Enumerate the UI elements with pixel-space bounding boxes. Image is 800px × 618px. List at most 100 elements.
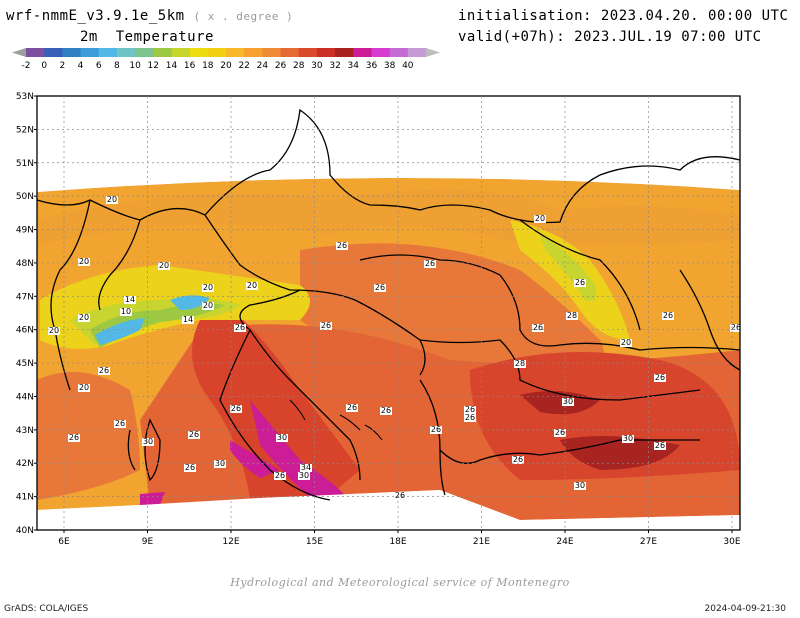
contour-label: 34 — [301, 463, 311, 472]
contour-label: 14 — [125, 295, 135, 304]
colorbar-tick-label: 38 — [384, 61, 396, 71]
colorbar-swatch — [153, 48, 172, 57]
contour-label: 26 — [555, 428, 565, 437]
contour-label: 26 — [185, 463, 195, 472]
contour-label: 28 — [515, 359, 525, 368]
lat-label: 42N — [16, 459, 34, 469]
contour-label: 26 — [465, 413, 475, 422]
contour-label-bg — [424, 260, 436, 268]
contour-label-bg — [274, 472, 286, 480]
model-suffix: ( x . degree ) — [193, 10, 294, 23]
colorbar-tick-label: 26 — [275, 61, 287, 71]
lat-label: 46N — [16, 326, 34, 336]
contour-label: 20 — [247, 281, 257, 290]
contour-label-bg — [562, 398, 574, 406]
contour-label-bg — [246, 282, 258, 290]
contour-label-bg — [336, 242, 348, 250]
contour-label-bg — [78, 314, 90, 322]
colorbar-swatch — [80, 48, 100, 57]
contour-label-bg — [574, 482, 586, 490]
contour-label-bg — [202, 284, 214, 292]
contour-label-bg — [464, 406, 476, 414]
colorbar-tick-label: 32 — [329, 61, 340, 71]
lat-label: 52N — [16, 125, 34, 135]
colorbar-tick-label: -2 — [22, 61, 31, 71]
contour-label: 30 — [575, 481, 585, 490]
contour-label: 26 — [655, 441, 665, 450]
contour-label-bg — [106, 196, 118, 204]
contour-label: 26 — [235, 323, 245, 332]
valid-value: 2023.JUL.19 07:00 UTC — [574, 29, 762, 45]
contour-label-bg — [430, 426, 442, 434]
footer-grads: GrADS: COLA/IGES — [4, 604, 89, 614]
lat-label: 43N — [16, 426, 34, 436]
initialisation-time: initialisation: 2023.04.20. 00:00 UTC — [458, 8, 788, 24]
contour-label: 26 — [321, 321, 331, 330]
colorbar-swatch — [207, 48, 227, 57]
init-value: 2023.04.20. 00:00 UTC — [600, 8, 789, 24]
contour-label: 26 — [189, 430, 199, 439]
contour-label-bg — [78, 384, 90, 392]
colorbar-tick-label: 10 — [129, 61, 141, 71]
colorbar-tick-label: 12 — [148, 61, 159, 71]
contour-label-bg — [380, 407, 392, 415]
colorbar-tick-label: 20 — [220, 61, 232, 71]
colorbar-tick-label: 0 — [41, 61, 47, 71]
colorbar-under-arrow — [12, 48, 26, 57]
contour-label-bg — [374, 284, 386, 292]
colorbar-swatch — [371, 48, 391, 57]
contour-label-bg — [730, 324, 742, 332]
lon-label: 12E — [222, 537, 239, 547]
colorbar-swatch — [135, 48, 154, 57]
lat-label: 41N — [16, 493, 34, 503]
colorbar-tick-label: 22 — [238, 61, 249, 71]
colorbar-swatch — [171, 48, 191, 57]
contour-label: 20 — [159, 261, 169, 270]
contour-label-bg — [534, 215, 546, 223]
contour-label: 28 — [567, 311, 577, 320]
contour-label-bg — [120, 308, 132, 316]
contour-label: 26 — [231, 404, 241, 413]
lon-label: 30E — [723, 537, 740, 547]
contour-label-bg — [68, 434, 80, 442]
latitude-axis: 53N 52N 51N 50N 49N 48N 47N 46N 45N 44N 43N 42N 41N 4… — [16, 92, 37, 536]
contour-label: 26 — [381, 406, 391, 415]
colorbar-tick-label: 4 — [78, 61, 84, 71]
lon-label: 21E — [473, 537, 490, 547]
contour-label-bg — [214, 460, 226, 468]
colorbar-tick-label: 40 — [402, 61, 414, 71]
colorbar-swatch — [335, 48, 354, 57]
contour-label-bg — [464, 414, 476, 422]
colorbar-swatch — [44, 48, 63, 57]
colorbar-swatch — [189, 48, 209, 57]
lat-label: 44N — [16, 392, 34, 402]
contour-label: 20 — [79, 313, 89, 322]
contour-label: 30 — [299, 471, 309, 480]
colorbar-tick-label: 30 — [311, 61, 323, 71]
contour-label: 20 — [49, 326, 59, 335]
colorbar-swatch — [116, 48, 136, 57]
contour-label-bg — [276, 434, 288, 442]
contour-label-bg — [654, 374, 666, 382]
colorbar-swatch — [298, 48, 318, 57]
lat-lon-grid — [37, 96, 740, 530]
contour-label: 26 — [375, 283, 385, 292]
lon-label: 9E — [142, 537, 154, 547]
contour-label-bg — [554, 429, 566, 437]
longitude-axis: 6E 9E 12E 15E 18E 21E 24E 27E 30E — [58, 530, 741, 547]
colorbar-swatch — [226, 48, 245, 57]
contour-label-bg — [298, 472, 310, 480]
lat-label: 53N — [16, 92, 34, 102]
colorbar-swatch — [407, 48, 427, 57]
contour-label: 26 — [347, 403, 357, 412]
lat-label: 50N — [16, 192, 34, 202]
contour-label-bg — [124, 296, 136, 304]
colorbar-tick-label: 8 — [114, 61, 120, 71]
colorbar-swatch — [389, 48, 409, 57]
colorbar-tick-label: 18 — [202, 61, 214, 71]
coastal-islands — [289, 399, 383, 441]
contour-label: 30 — [215, 459, 225, 468]
contour-label-bg — [620, 339, 632, 347]
contour-label: 20 — [107, 195, 117, 204]
valid-time: valid(+07h): 2023.JUL.19 07:00 UTC — [458, 29, 762, 45]
